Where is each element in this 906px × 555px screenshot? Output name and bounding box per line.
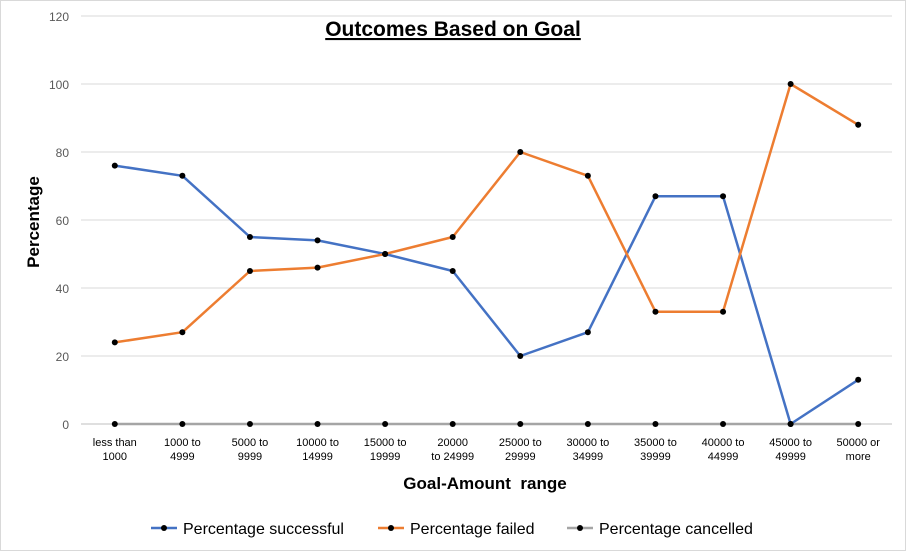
data-point: [652, 193, 659, 200]
series-line: [114, 82, 859, 344]
x-tick-label: 35000 to 39999: [634, 437, 677, 463]
data-point: [111, 339, 118, 346]
legend-point-marker: [388, 525, 394, 531]
x-tick-label-line: 34999: [573, 451, 604, 463]
data-point: [517, 149, 524, 155]
x-tick-label-line: 5000 to: [232, 437, 269, 449]
x-tick-label: 10000 to 14999: [296, 437, 339, 463]
data-point: [855, 421, 862, 427]
x-tick-label-line: 1000 to: [164, 437, 201, 449]
series-line: [114, 164, 859, 426]
x-tick-label-line: 10000 to: [296, 437, 339, 449]
data-point: [179, 421, 186, 427]
x-tick-label-line: 20000: [437, 437, 468, 449]
series-lines: [111, 81, 862, 427]
data-point: [517, 421, 524, 427]
y-tick-label: 120: [49, 10, 69, 24]
x-tick-label-line: 15000 to: [364, 437, 407, 449]
x-tick-label-line: less than: [93, 437, 137, 449]
y-axis-ticks: 0 20 40 60 80 100 120: [49, 10, 69, 432]
x-tick-label-line: 44999: [708, 451, 739, 463]
legend-label: Percentage successful: [183, 521, 344, 538]
data-point: [787, 81, 794, 87]
x-tick-label-line: 35000 to: [634, 437, 677, 449]
data-point: [584, 421, 591, 427]
data-point: [246, 421, 253, 427]
x-tick-label: 20000 to 24999: [431, 437, 474, 463]
y-tick-label: 60: [56, 214, 70, 228]
x-tick-label-line: 14999: [302, 451, 333, 463]
y-tick-label: 0: [62, 418, 69, 432]
legend-label: Percentage failed: [410, 521, 535, 538]
x-tick-label: 50000 or more: [836, 437, 880, 463]
x-tick-label: 1000 to 4999: [164, 437, 201, 463]
x-tick-label: 15000 to 19999: [364, 437, 407, 463]
data-point: [314, 421, 321, 427]
data-point: [382, 251, 389, 257]
data-point: [246, 268, 253, 274]
legend-point-marker: [577, 525, 583, 531]
x-tick-label-line: 4999: [170, 451, 194, 463]
data-point: [111, 421, 118, 427]
x-tick-label-line: 40000 to: [702, 437, 745, 449]
gridlines: [81, 15, 892, 425]
data-point: [449, 268, 456, 274]
x-tick-label: less than 1000: [93, 437, 137, 463]
x-axis-ticks: less than 1000 1000 to 4999 5000 to 9999 10000…: [93, 437, 880, 463]
x-tick-label-line: 19999: [370, 451, 401, 463]
y-axis-label: Percentage: [24, 176, 43, 268]
x-tick-label-line: 30000 to: [566, 437, 609, 449]
x-tick-label-line: to 24999: [431, 451, 474, 463]
data-point: [584, 172, 591, 179]
y-tick-label: 20: [56, 350, 70, 364]
x-tick-label: 45000 to 49999: [769, 437, 812, 463]
x-tick-label: 40000 to 44999: [702, 437, 745, 463]
data-point: [787, 421, 794, 427]
data-point: [584, 329, 591, 336]
legend-label: Percentage cancelled: [599, 521, 753, 538]
data-point: [855, 376, 862, 383]
x-axis-label: Goal-Amount range: [403, 474, 566, 493]
y-tick-label: 100: [49, 78, 69, 92]
x-tick-label-line: 50000 or: [836, 437, 880, 449]
x-tick-label-line: 29999: [505, 451, 536, 463]
x-tick-label: 5000 to 9999: [232, 437, 269, 463]
data-point: [246, 234, 253, 240]
data-point: [449, 234, 456, 240]
data-point: [652, 308, 659, 315]
data-point: [517, 353, 524, 359]
data-point: [855, 121, 862, 128]
data-point: [179, 172, 186, 179]
x-tick-label-line: 1000: [103, 451, 127, 463]
legend-point-marker: [161, 525, 167, 531]
data-point: [720, 193, 727, 200]
data-point: [111, 162, 118, 169]
x-tick-label-line: 25000 to: [499, 437, 542, 449]
chart-title: Outcomes Based on Goal: [325, 18, 581, 41]
x-tick-label: 30000 to 34999: [566, 437, 609, 463]
data-point: [179, 329, 186, 336]
data-point: [449, 421, 456, 427]
data-point: [652, 421, 659, 427]
legend: Percentage successful Percentage failed Pe…: [151, 521, 753, 538]
data-point: [382, 421, 389, 427]
y-tick-label: 40: [56, 282, 70, 296]
y-tick-label: 80: [56, 146, 70, 160]
data-point: [720, 421, 727, 427]
data-point: [720, 308, 727, 315]
x-tick-label-line: 45000 to: [769, 437, 812, 449]
x-tick-label-line: more: [846, 451, 871, 463]
x-tick-label: 25000 to 29999: [499, 437, 542, 463]
x-tick-label-line: 39999: [640, 451, 671, 463]
x-tick-label-line: 49999: [775, 451, 806, 463]
data-point: [314, 264, 321, 271]
x-tick-label-line: 9999: [238, 451, 262, 463]
data-point: [314, 237, 321, 244]
